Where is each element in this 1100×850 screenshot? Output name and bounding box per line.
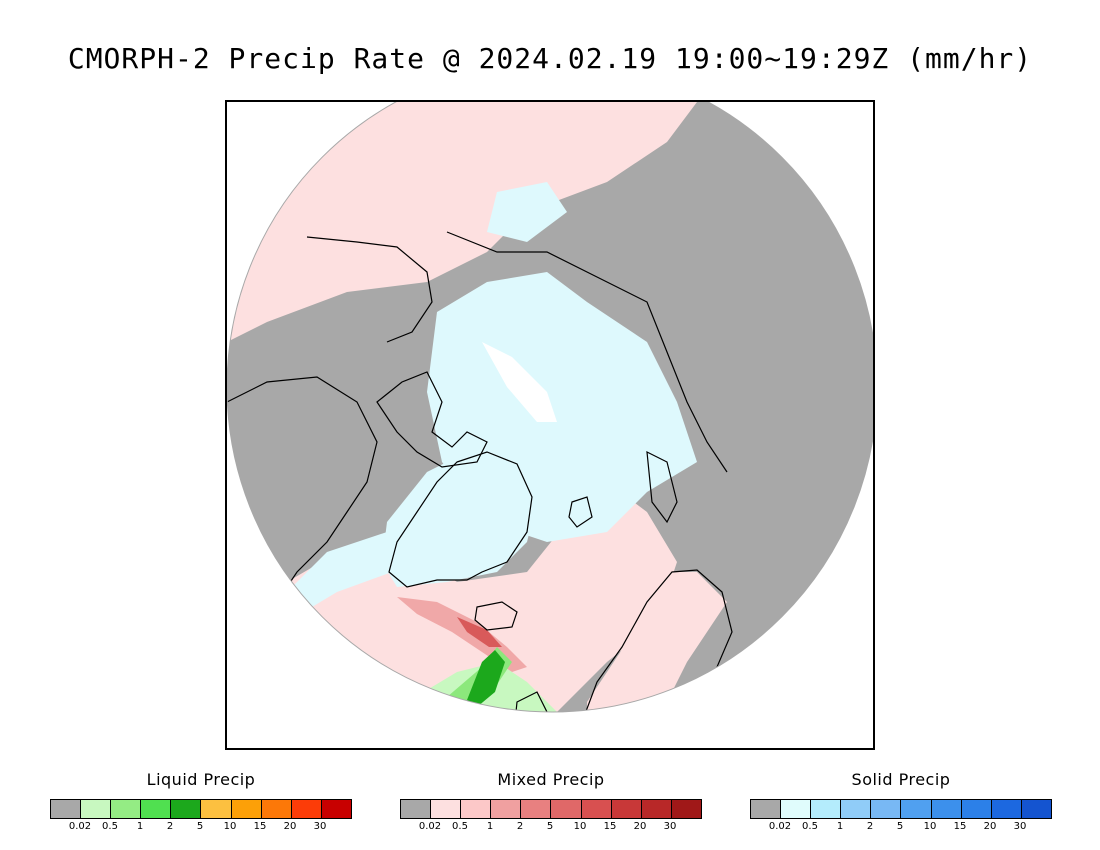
color-swatch — [961, 800, 992, 818]
legend-mixed: Mixed Precip 0.02 0.5 1 2 5 10 15 20 30 — [400, 770, 702, 835]
color-bar — [50, 799, 352, 819]
tick-label: 20 — [283, 821, 297, 832]
coast-siberia — [446, 231, 728, 473]
color-swatch — [671, 800, 701, 818]
tick-label: 0.02 — [768, 821, 792, 832]
tick-label: 0.5 — [102, 821, 118, 832]
legend-title: Solid Precip — [851, 770, 951, 789]
tick-label: 10 — [573, 821, 587, 832]
coast-alaska — [306, 236, 433, 343]
color-swatch — [841, 800, 872, 818]
tick-label: 20 — [633, 821, 647, 832]
coast-north-america — [227, 376, 378, 603]
map-disc-outline — [227, 102, 873, 713]
tick-labels: 0.02 0.5 1 2 5 10 15 20 30 — [750, 821, 1052, 835]
coast-svalbard — [568, 496, 593, 528]
color-swatch — [51, 800, 82, 818]
tick-label: 1 — [836, 821, 844, 832]
tick-label: 5 — [896, 821, 904, 832]
color-swatch — [201, 800, 232, 818]
color-swatch — [81, 800, 112, 818]
solid-precip-bering — [487, 182, 567, 242]
solid-precip-pole-gap — [482, 342, 557, 422]
tick-label: 2 — [516, 821, 524, 832]
color-swatch — [641, 800, 672, 818]
legend-solid: Solid Precip 0.02 0.5 1 2 5 10 15 20 30 — [750, 770, 1052, 835]
coast-greenland — [388, 451, 533, 588]
tick-label: 10 — [923, 821, 937, 832]
tick-label: 30 — [663, 821, 677, 832]
tick-label: 20 — [983, 821, 997, 832]
color-swatch — [291, 800, 322, 818]
color-swatch — [231, 800, 262, 818]
tick-label: 5 — [196, 821, 204, 832]
liquid-precip-core — [467, 650, 505, 707]
tick-label: 15 — [603, 821, 617, 832]
color-swatch — [401, 800, 432, 818]
color-bar — [750, 799, 1052, 819]
color-swatch — [751, 800, 782, 818]
tick-label: 1 — [486, 821, 494, 832]
color-swatch — [611, 800, 642, 818]
coast-novaya-zemlya — [646, 450, 678, 524]
tick-label: 0.02 — [68, 821, 92, 832]
color-swatch — [491, 800, 522, 818]
coast-british-isles — [511, 691, 548, 712]
color-swatch — [261, 800, 292, 818]
color-swatch — [811, 800, 842, 818]
tick-label: 30 — [1013, 821, 1027, 832]
tick-label: 2 — [866, 821, 874, 832]
tick-label: 5 — [546, 821, 554, 832]
tick-label: 15 — [253, 821, 267, 832]
color-swatch — [111, 800, 142, 818]
tick-label: 0.5 — [802, 821, 818, 832]
color-swatch — [431, 800, 462, 818]
tick-label: 0.02 — [418, 821, 442, 832]
legend-liquid: Liquid Precip 0.02 0.5 1 2 5 10 15 20 30 — [50, 770, 352, 835]
coastlines — [227, 231, 733, 712]
polar-map — [227, 102, 873, 713]
map-title: CMORPH-2 Precip Rate @ 2024.02.19 19:00~… — [67, 42, 1033, 75]
color-swatch — [461, 800, 492, 818]
color-swatch — [521, 800, 552, 818]
color-bar — [400, 799, 702, 819]
color-swatch — [901, 800, 932, 818]
solid-precip-greenland — [382, 452, 537, 587]
tick-labels: 0.02 0.5 1 2 5 10 15 20 30 — [50, 821, 352, 835]
tick-label: 2 — [166, 821, 174, 832]
coast-iceland — [474, 601, 518, 631]
color-swatch — [931, 800, 962, 818]
color-swatch — [141, 800, 172, 818]
color-swatch — [581, 800, 612, 818]
legend-title: Mixed Precip — [497, 770, 605, 789]
tick-label: 30 — [313, 821, 327, 832]
color-swatch — [781, 800, 812, 818]
coast-canadian-archipelago — [376, 371, 488, 468]
color-swatch — [551, 800, 582, 818]
color-swatch — [871, 800, 902, 818]
tick-label: 10 — [223, 821, 237, 832]
mixed-precip-core — [457, 617, 502, 647]
color-swatch — [991, 800, 1022, 818]
tick-label: 0.5 — [452, 821, 468, 832]
color-swatch — [321, 800, 351, 818]
polar-map-frame — [225, 100, 875, 750]
mixed-precip-alaska-pacific — [227, 102, 697, 342]
legend-title: Liquid Precip — [146, 770, 256, 789]
color-swatch — [1021, 800, 1051, 818]
color-swatch — [171, 800, 202, 818]
tick-label: 15 — [953, 821, 967, 832]
tick-label: 1 — [136, 821, 144, 832]
tick-labels: 0.02 0.5 1 2 5 10 15 20 30 — [400, 821, 702, 835]
